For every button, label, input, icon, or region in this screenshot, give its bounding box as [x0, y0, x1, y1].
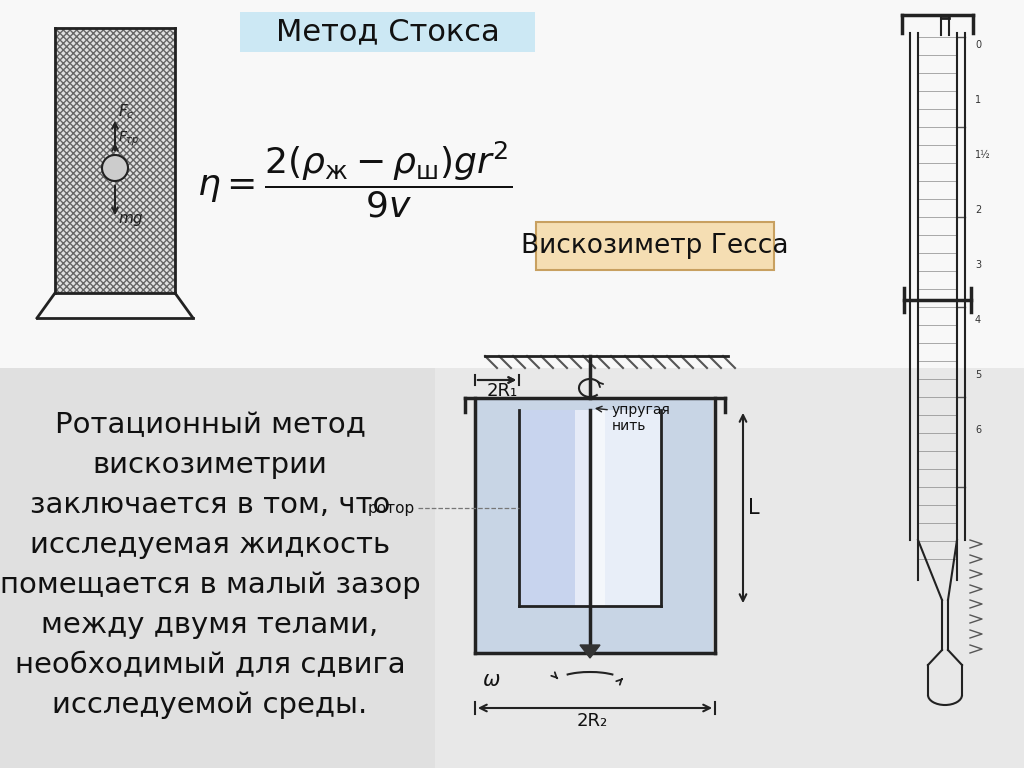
Bar: [536, 222, 774, 270]
Text: $\eta = \dfrac{2(\rho_{\rm ж} - \rho_{\rm ш})gr^2}{9v}$: $\eta = \dfrac{2(\rho_{\rm ж} - \rho_{\r…: [198, 140, 513, 220]
Text: 6: 6: [975, 425, 981, 435]
Bar: [477, 400, 713, 653]
Circle shape: [102, 155, 128, 181]
Bar: [55, 28, 175, 293]
Text: 1½: 1½: [975, 150, 990, 160]
Text: Ротационный метод
вискозиметрии
заключается в том, что
исследуемая жидкость
поме: Ротационный метод вискозиметрии заключае…: [0, 411, 421, 720]
Text: 0: 0: [975, 40, 981, 50]
Text: 2R₂: 2R₂: [577, 712, 608, 730]
Text: ω: ω: [483, 670, 501, 690]
Text: 2R₁: 2R₁: [487, 382, 518, 400]
Text: ротор: ротор: [368, 501, 415, 515]
Bar: [0, 0, 1024, 370]
Text: 2: 2: [975, 205, 981, 215]
Bar: [519, 410, 590, 606]
Bar: [590, 410, 662, 606]
Polygon shape: [580, 645, 600, 658]
Text: Вискозиметр Гесса: Вискозиметр Гесса: [521, 233, 788, 259]
Text: 5: 5: [975, 370, 981, 380]
Text: 4: 4: [975, 315, 981, 325]
Text: Метод Стокса: Метод Стокса: [275, 18, 500, 47]
Text: 3: 3: [975, 260, 981, 270]
Bar: [55, 28, 175, 293]
Bar: [240, 12, 535, 52]
Bar: [0, 368, 1024, 768]
Text: L: L: [748, 498, 760, 518]
Bar: [0, 368, 435, 768]
Text: $F_{тр}$: $F_{тр}$: [118, 130, 139, 148]
Text: $mg$: $mg$: [118, 212, 144, 228]
Text: $F_c$: $F_c$: [118, 102, 134, 121]
Text: упругая
нить: упругая нить: [612, 403, 671, 433]
Bar: [575, 410, 605, 606]
Text: 1: 1: [975, 95, 981, 105]
